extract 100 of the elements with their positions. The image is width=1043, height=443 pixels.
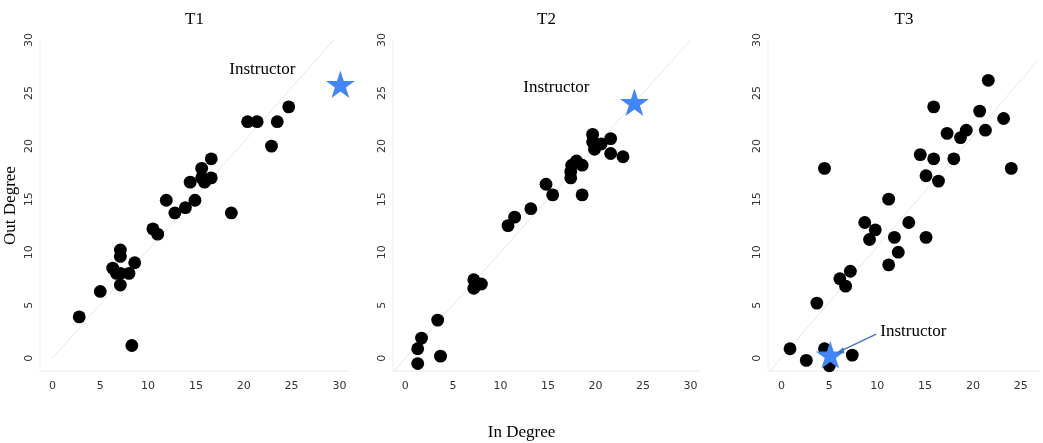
x-tick-label: 20	[965, 379, 980, 392]
point	[204, 152, 218, 166]
point	[604, 147, 618, 160]
y-tick-label: 15	[750, 192, 763, 207]
y-tick-label: 15	[375, 192, 388, 207]
x-tick-label: 25	[635, 379, 650, 392]
point	[188, 193, 202, 207]
x-tick-label: 25	[284, 379, 299, 392]
point	[973, 104, 987, 118]
point	[616, 150, 630, 164]
point	[891, 245, 905, 259]
point	[932, 174, 945, 188]
x-tick-label: 10	[141, 379, 156, 392]
point	[270, 115, 284, 129]
point	[927, 152, 941, 166]
y-tick-label: 20	[750, 139, 763, 154]
point	[604, 132, 618, 146]
y-tick-label: 10	[375, 245, 388, 260]
point	[265, 139, 278, 153]
point	[411, 357, 425, 370]
y-tick-label: 10	[750, 245, 763, 260]
y-tick-label: 15	[22, 192, 35, 207]
y-tick-label: 25	[375, 86, 388, 101]
x-tick-label: 0	[401, 379, 409, 392]
y-tick-label: 25	[22, 86, 35, 101]
point	[250, 115, 264, 129]
point	[940, 126, 954, 140]
point	[411, 342, 425, 356]
point	[815, 340, 845, 369]
point	[168, 206, 182, 220]
x-tick-label: 20	[236, 379, 251, 392]
point	[902, 216, 916, 229]
point	[431, 313, 445, 327]
point	[539, 177, 553, 191]
x-tick-label: 15	[918, 379, 933, 392]
point	[282, 100, 296, 114]
point	[981, 73, 995, 87]
point	[783, 342, 797, 356]
annotation: Instructor	[523, 76, 590, 96]
y-tick-label: 30	[750, 33, 763, 47]
point	[913, 148, 927, 161]
point	[151, 227, 165, 241]
y-tick-label: 0	[22, 354, 35, 362]
x-axis-title: In Degree	[487, 422, 556, 441]
annotation: Instructor	[229, 58, 296, 78]
point	[799, 353, 813, 367]
annotation: Instructor	[880, 321, 947, 341]
point	[882, 192, 896, 206]
point	[508, 210, 522, 224]
point	[619, 88, 649, 116]
point	[927, 100, 941, 114]
point	[947, 152, 961, 166]
point	[997, 112, 1011, 125]
x-tick-label: 5	[825, 379, 833, 392]
x-tick-label: 0	[777, 379, 785, 392]
x-tick-label: 20	[588, 379, 603, 392]
point	[178, 201, 192, 215]
point	[546, 188, 560, 202]
y-tick-label: 30	[22, 33, 35, 47]
point	[501, 219, 515, 233]
point	[1004, 161, 1018, 175]
point	[159, 193, 173, 207]
y-tick-label: 5	[750, 301, 763, 309]
x-tick-label: 5	[449, 379, 457, 392]
x-tick-label: 5	[96, 379, 104, 392]
point	[959, 123, 973, 137]
y-tick-label: 25	[750, 86, 763, 101]
y-axis-title: Out Degree	[0, 166, 19, 245]
point	[125, 339, 139, 352]
chart-title: T2	[537, 9, 556, 28]
y-tick-label: 10	[22, 245, 35, 260]
x-tick-label: 30	[332, 379, 347, 392]
y-tick-label: 0	[750, 354, 763, 362]
point	[845, 348, 859, 362]
point	[575, 188, 589, 202]
point	[919, 230, 933, 244]
chart-title: T3	[894, 9, 914, 28]
point	[978, 123, 992, 137]
point	[183, 175, 197, 189]
point	[93, 285, 107, 298]
x-tick-label: 10	[493, 379, 508, 392]
point	[843, 264, 857, 278]
point	[810, 296, 824, 310]
point	[204, 171, 218, 185]
point	[882, 258, 896, 272]
point	[434, 349, 447, 363]
point	[524, 202, 538, 216]
x-tick-label: 25	[1013, 379, 1028, 392]
point	[919, 169, 933, 183]
y-tick-label: 30	[375, 33, 388, 47]
point	[113, 278, 127, 292]
point	[128, 256, 142, 270]
y-tick-label: 20	[375, 139, 388, 154]
point	[818, 161, 831, 175]
x-tick-label: 0	[48, 379, 56, 392]
point	[887, 230, 901, 244]
point	[72, 310, 86, 324]
y-tick-label: 5	[375, 301, 388, 309]
point	[839, 279, 853, 293]
x-tick-label: 10	[870, 379, 885, 392]
